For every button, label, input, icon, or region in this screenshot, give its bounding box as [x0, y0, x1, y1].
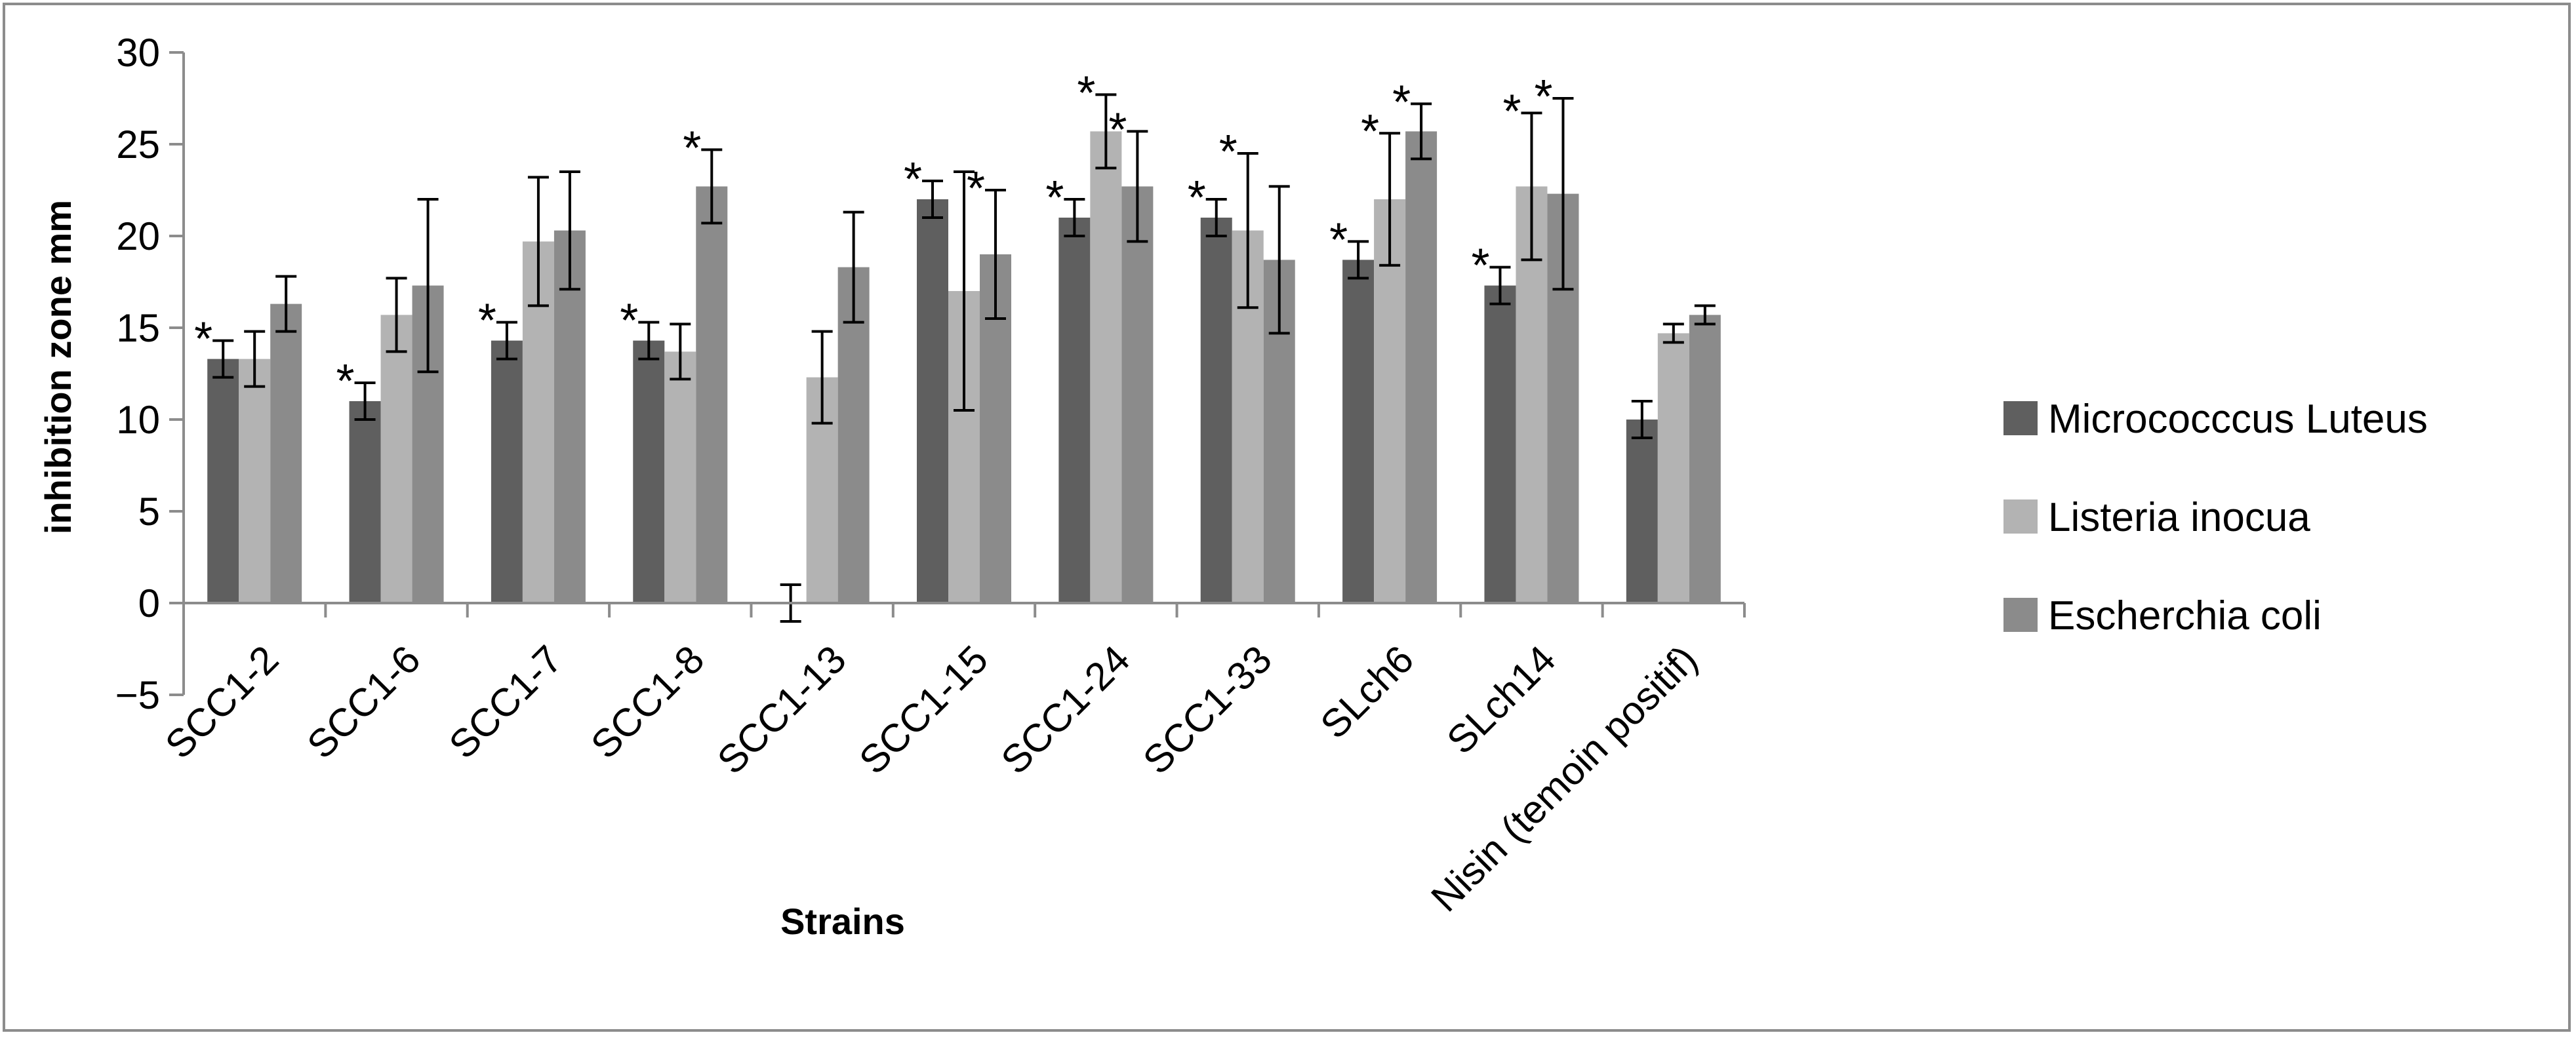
bar: [491, 340, 523, 603]
significance-star: *: [1219, 126, 1238, 178]
significance-star: *: [1471, 240, 1489, 292]
bar: [380, 315, 413, 603]
bar: [1484, 285, 1516, 603]
bar: [1626, 420, 1658, 603]
y-axis-title: inhibition zone mm: [37, 200, 79, 534]
bar: [633, 340, 665, 603]
significance-star: *: [1188, 172, 1206, 224]
x-tick-label: Nisin (temoin positif): [1422, 637, 1706, 920]
bar: [696, 186, 728, 603]
bar: [239, 359, 271, 603]
significance-star: *: [904, 153, 922, 206]
bar: [1657, 333, 1689, 603]
x-axis-title: Strains: [780, 901, 905, 942]
y-tick-label: 10: [116, 398, 160, 442]
significance-star: *: [1534, 71, 1552, 123]
significance-star: *: [683, 122, 701, 174]
legend-swatch: [2003, 598, 2038, 632]
legend-label: Listeria inocua: [2048, 495, 2310, 540]
significance-star: *: [336, 355, 355, 408]
significance-star: *: [1077, 67, 1095, 119]
significance-star: *: [1392, 76, 1411, 128]
y-tick-label: 20: [116, 214, 160, 258]
y-tick-label: 15: [116, 306, 160, 350]
significance-star: *: [1361, 106, 1379, 158]
x-tick-label: SCC1-8: [582, 637, 712, 767]
y-tick-label: 25: [116, 123, 160, 166]
y-tick-label: 0: [138, 581, 160, 625]
bar: [270, 303, 302, 603]
x-tick-label: SCC1-13: [709, 637, 855, 783]
bar: [349, 401, 381, 603]
y-tick-label: 5: [138, 490, 160, 534]
bar: [1058, 218, 1091, 603]
significance-star: *: [620, 295, 638, 347]
bar: [207, 359, 239, 603]
legend-swatch: [2003, 499, 2038, 534]
y-tick-label: 30: [116, 31, 160, 75]
bar: [917, 199, 948, 603]
bar: [1090, 131, 1122, 603]
significance-star: *: [1502, 85, 1521, 138]
x-tick-label: SLch6: [1312, 637, 1422, 747]
x-tick-label: SCC1-7: [441, 637, 571, 767]
significance-star: *: [1329, 214, 1348, 266]
x-tick-label: SCC1-2: [157, 637, 287, 767]
significance-star: *: [194, 313, 212, 366]
bar: [1342, 260, 1375, 603]
significance-star: *: [1045, 172, 1064, 224]
significance-star: *: [1108, 104, 1127, 156]
x-tick-label: SCC1-24: [993, 637, 1138, 783]
bar: [553, 230, 586, 604]
significance-star: *: [478, 295, 496, 347]
axes: [182, 52, 1744, 695]
bar: [1121, 186, 1154, 603]
x-tick-label: SCC1-6: [298, 637, 428, 767]
bar: [1689, 315, 1721, 603]
legend: Micrococccus Luteus Listeria inocua Escher…: [2003, 397, 2428, 638]
x-tick-label: SLch14: [1438, 637, 1563, 762]
bar: [1200, 218, 1232, 603]
x-tick-label: SCC1-33: [1135, 637, 1280, 783]
legend-label: Escherchia coli: [2048, 593, 2322, 638]
y-tick-label: −5: [115, 673, 160, 717]
significance-star: *: [967, 163, 985, 215]
x-tick-label: SCC1-15: [851, 637, 996, 783]
plot-area: −5051015202530*SCC1-2*SCC1-6*SCC1-7**SCC…: [115, 31, 1746, 920]
legend-label: Micrococccus Luteus: [2048, 397, 2428, 442]
bar: [664, 351, 696, 603]
bar: [1405, 131, 1438, 603]
legend-swatch: [2003, 401, 2038, 435]
